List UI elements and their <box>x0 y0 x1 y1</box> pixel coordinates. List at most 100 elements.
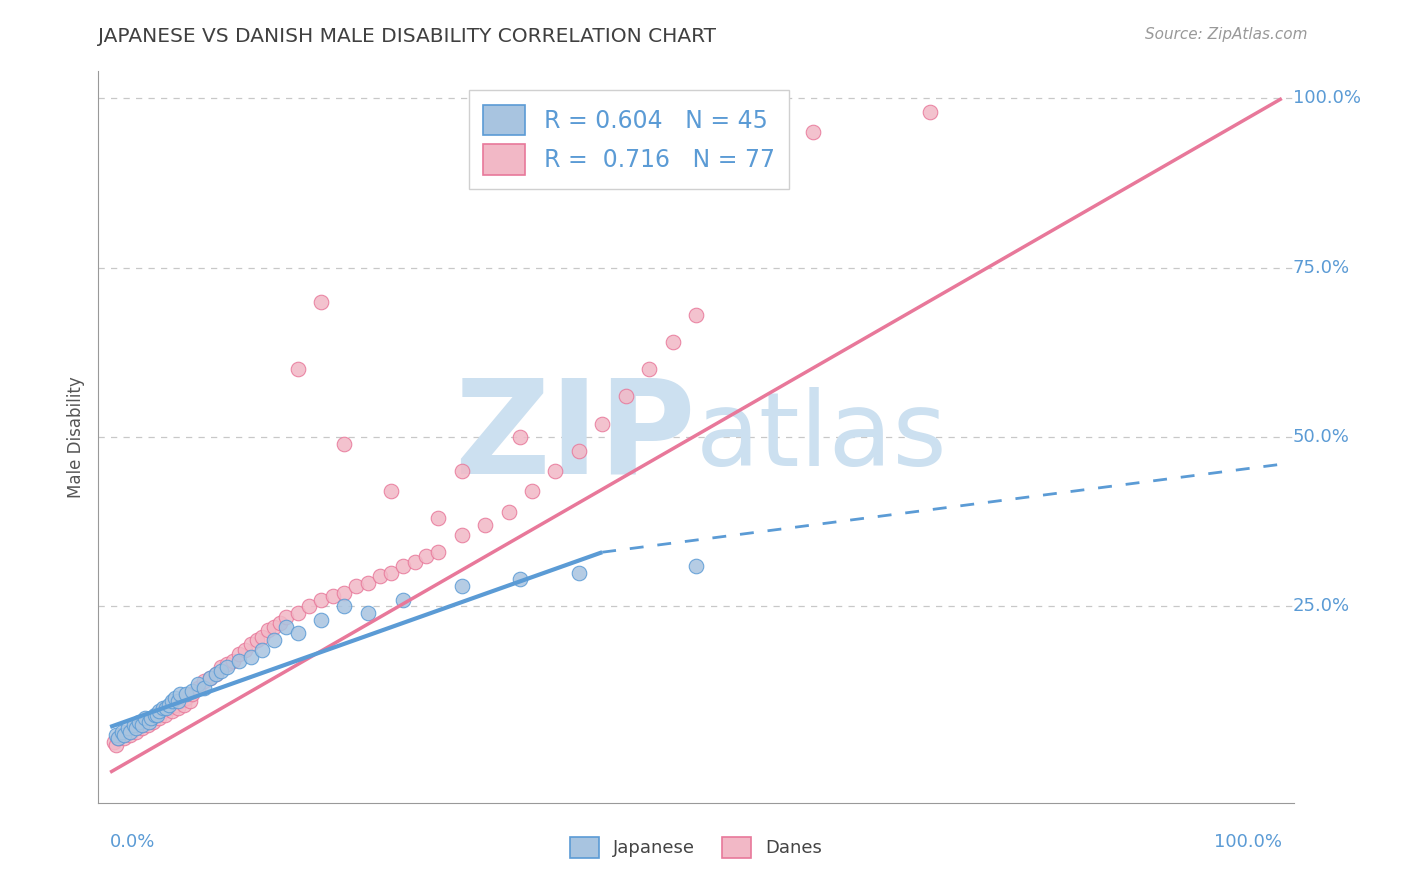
Point <box>415 549 437 563</box>
Point <box>117 721 139 735</box>
Point <box>392 592 415 607</box>
Point <box>333 437 356 451</box>
Point <box>112 731 135 746</box>
Point <box>450 464 472 478</box>
Point <box>187 681 209 695</box>
Point <box>103 735 125 749</box>
Point <box>162 694 183 708</box>
Point <box>174 690 197 705</box>
Point <box>155 707 177 722</box>
Point <box>105 738 128 752</box>
Point <box>141 711 163 725</box>
Point <box>661 335 683 350</box>
Point <box>211 660 233 674</box>
Point <box>357 575 380 590</box>
Point <box>141 711 163 725</box>
Point <box>111 724 134 739</box>
Point <box>357 606 380 620</box>
Point <box>198 671 221 685</box>
Point <box>614 389 637 403</box>
Text: ZIP: ZIP <box>454 374 696 500</box>
Point <box>142 714 165 729</box>
Point <box>187 677 209 691</box>
Point <box>134 714 156 729</box>
Point <box>269 616 291 631</box>
Point <box>228 654 250 668</box>
Point <box>120 728 141 742</box>
Point <box>239 637 262 651</box>
Point <box>298 599 321 614</box>
Text: 75.0%: 75.0% <box>1294 259 1350 277</box>
Point <box>228 647 250 661</box>
Point <box>193 673 215 688</box>
Point <box>136 718 159 732</box>
Point <box>474 518 496 533</box>
Point <box>287 606 309 620</box>
Point <box>105 728 128 742</box>
Point <box>404 555 426 569</box>
Point <box>148 711 170 725</box>
Point <box>920 105 942 120</box>
Point <box>252 643 274 657</box>
Point <box>131 718 153 732</box>
Point <box>246 633 269 648</box>
Point <box>333 586 356 600</box>
Point <box>163 698 186 712</box>
Point <box>163 690 186 705</box>
Point <box>128 714 150 729</box>
Point <box>120 724 141 739</box>
Point <box>392 558 415 573</box>
Point <box>211 664 233 678</box>
Legend: Japanese, Danes: Japanese, Danes <box>561 828 831 867</box>
Point <box>287 626 309 640</box>
Point <box>217 660 239 674</box>
Point <box>169 688 191 702</box>
Point <box>322 589 344 603</box>
Text: JAPANESE VS DANISH MALE DISABILITY CORRELATION CHART: JAPANESE VS DANISH MALE DISABILITY CORRE… <box>98 27 717 45</box>
Point <box>152 701 174 715</box>
Point <box>222 654 245 668</box>
Point <box>143 707 166 722</box>
Point <box>146 707 169 722</box>
Point <box>450 579 472 593</box>
Text: Source: ZipAtlas.com: Source: ZipAtlas.com <box>1144 27 1308 42</box>
Point <box>173 698 195 712</box>
Point <box>122 721 145 735</box>
Point <box>162 705 183 719</box>
Point <box>309 592 332 607</box>
Point <box>148 705 170 719</box>
Y-axis label: Male Disability: Male Disability <box>66 376 84 498</box>
Point <box>169 694 191 708</box>
Point <box>134 711 156 725</box>
Point <box>263 620 285 634</box>
Text: atlas: atlas <box>696 386 948 488</box>
Point <box>152 705 174 719</box>
Point <box>174 688 197 702</box>
Point <box>450 528 472 542</box>
Point <box>157 698 180 712</box>
Point <box>131 721 153 735</box>
Point <box>257 623 280 637</box>
Point <box>309 294 332 309</box>
Point <box>427 545 450 559</box>
Point <box>198 671 221 685</box>
Point <box>167 694 190 708</box>
Point <box>509 572 531 586</box>
Point <box>111 728 134 742</box>
Point <box>568 443 591 458</box>
Point <box>427 511 450 525</box>
Point <box>125 724 148 739</box>
Point <box>509 430 531 444</box>
Point <box>380 484 402 499</box>
Point <box>344 579 367 593</box>
Point <box>233 643 256 657</box>
Point <box>128 718 150 732</box>
Point <box>591 417 613 431</box>
Text: 100.0%: 100.0% <box>1294 89 1361 107</box>
Point <box>181 688 204 702</box>
Point <box>685 558 707 573</box>
Point <box>309 613 332 627</box>
Point <box>122 718 145 732</box>
Point <box>107 731 129 746</box>
Point <box>568 566 591 580</box>
